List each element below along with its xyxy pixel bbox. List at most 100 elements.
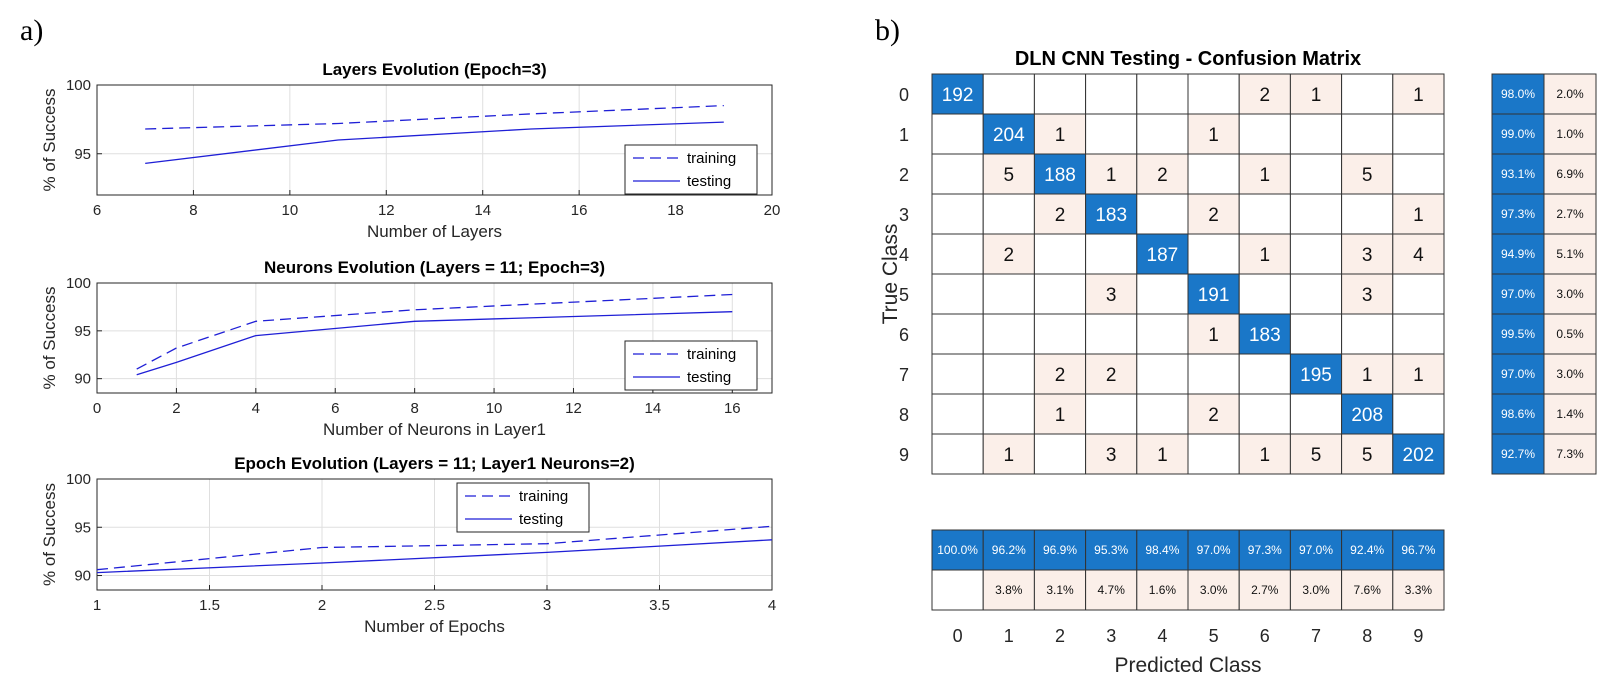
- row-summary-error: 7.3%: [1556, 447, 1584, 461]
- matrix-cell: [1136, 193, 1189, 235]
- matrix-cell: [1341, 193, 1394, 235]
- x-tick-label: 16: [571, 202, 588, 219]
- matrix-cell: [1033, 113, 1087, 155]
- matrix-cell-value: 2: [1004, 245, 1015, 266]
- true-class-tick: 4: [899, 245, 909, 265]
- legend-label-testing: testing: [687, 173, 731, 190]
- row-summary-error-cell: [1543, 193, 1597, 235]
- matrix-cell: [931, 233, 984, 275]
- col-summary-error: 4.7%: [1098, 583, 1126, 597]
- matrix-cell: [1033, 353, 1087, 395]
- matrix-cell-value: 1: [1208, 325, 1219, 346]
- row-summary-error-cell: [1543, 313, 1597, 355]
- legend-box: [624, 340, 758, 391]
- matrix-cell: [931, 433, 984, 475]
- row-summary-correct: 99.0%: [1501, 127, 1535, 141]
- matrix-cell: [982, 313, 1035, 355]
- matrix-cell-value: 3: [1362, 245, 1373, 266]
- col-summary-error-cell: [1238, 569, 1291, 611]
- matrix-cell: [1341, 153, 1394, 195]
- matrix-cell: [1085, 73, 1138, 115]
- matrix-cell: [1033, 433, 1087, 475]
- matrix-cell-value: 2: [1260, 85, 1271, 106]
- matrix-cell: [1392, 313, 1445, 355]
- row-summary-correct: 97.0%: [1501, 367, 1535, 381]
- col-summary-error: 3.0%: [1302, 583, 1330, 597]
- col-summary-error: 3.0%: [1200, 583, 1228, 597]
- plot-title: Layers Evolution (Epoch=3): [322, 60, 546, 79]
- x-tick-label: 4: [252, 400, 260, 417]
- row-summary-correct-cell: [1491, 433, 1545, 475]
- legend-box: [456, 482, 590, 533]
- col-summary-correct: 100.0%: [937, 543, 978, 557]
- true-class-tick: 7: [899, 365, 909, 385]
- matrix-cell: [1085, 353, 1138, 395]
- matrix-cell: [1085, 313, 1138, 355]
- matrix-cell-value: 1: [1055, 125, 1066, 146]
- matrix-cell-value: 2: [1208, 405, 1219, 426]
- matrix-cell-value: 188: [1044, 165, 1076, 186]
- x-tick-label: 6: [331, 400, 339, 417]
- matrix-cell: [1289, 353, 1343, 395]
- row-summary-error: 6.9%: [1556, 167, 1584, 181]
- row-summary-correct-cell: [1491, 353, 1545, 395]
- plot-title: Neurons Evolution (Layers = 11; Epoch=3): [264, 258, 605, 277]
- true-class-tick: 6: [899, 325, 909, 345]
- matrix-cell: [1392, 153, 1445, 195]
- col-summary-error-cell: [1085, 569, 1138, 611]
- matrix-cell: [982, 113, 1035, 155]
- matrix-cell-value: 2: [1106, 365, 1117, 386]
- matrix-cell: [1085, 433, 1138, 475]
- matrix-cell-value: 204: [993, 125, 1025, 146]
- x-tick-label: 2: [318, 597, 326, 614]
- row-summary: 98.0% 2.0% 99.0% 1.0% 93.1% 6.9% 97.3% 2.7% 94.9…: [1491, 73, 1597, 475]
- true-class-axis-label: True Class: [879, 224, 902, 325]
- col-summary-error: 3.3%: [1405, 583, 1433, 597]
- matrix-cell: [1238, 113, 1291, 155]
- x-tick-label: 14: [474, 202, 491, 219]
- x-tick-label: 3.5: [649, 597, 670, 614]
- row-summary-error: 1.0%: [1556, 127, 1584, 141]
- matrix-cell-value: 1: [1413, 85, 1424, 106]
- matrix-cell-value: 2: [1055, 205, 1066, 226]
- col-summary-correct: 92.4%: [1350, 543, 1384, 557]
- y-axis-label: % of Success: [40, 287, 59, 390]
- matrix-cell: [1289, 113, 1343, 155]
- matrix-cell-value: 4: [1413, 245, 1424, 266]
- matrix-cell-value: 2: [1055, 365, 1066, 386]
- legend: training testing: [624, 144, 758, 195]
- matrix-cell: [1238, 193, 1291, 235]
- matrix-cell: [1341, 313, 1394, 355]
- matrix-cell: [1392, 73, 1445, 115]
- matrix-cell-value: 202: [1403, 445, 1435, 466]
- x-tick-label: 12: [565, 400, 582, 417]
- legend-label-testing: testing: [687, 369, 731, 386]
- x-axis-label: Number of Neurons in Layer1: [323, 420, 546, 439]
- y-tick-label: 100: [66, 471, 91, 488]
- matrix-cell: [1187, 73, 1240, 115]
- matrix-cell: [1136, 273, 1189, 315]
- true-class-tick: 1: [899, 125, 909, 145]
- matrix-cell: [931, 73, 984, 115]
- confusion-matrix-title: DLN CNN Testing - Confusion Matrix: [1015, 48, 1361, 70]
- x-tick-label: 1.5: [199, 597, 220, 614]
- legend-label-testing: testing: [519, 511, 563, 528]
- matrix-cell: [1085, 393, 1138, 435]
- matrix-cell: [1187, 233, 1240, 275]
- matrix-cell: [1033, 73, 1087, 115]
- y-tick-label: 100: [66, 275, 91, 292]
- y-axis-label: % of Success: [40, 483, 59, 586]
- series-testing-line: [96, 539, 773, 574]
- panel-label-b: b): [875, 14, 900, 47]
- matrix-cell: [982, 153, 1035, 195]
- col-summary-error-cell: [1392, 569, 1445, 611]
- matrix-cell: [1341, 393, 1394, 435]
- matrix-cell: [931, 193, 984, 235]
- matrix-cell-value: 1: [1413, 205, 1424, 226]
- row-summary-correct: 99.5%: [1501, 327, 1535, 341]
- x-tick-label: 8: [189, 202, 197, 219]
- matrix-cell: [1289, 393, 1343, 435]
- y-tick-label: 95: [74, 146, 91, 163]
- row-summary-correct: 92.7%: [1501, 447, 1535, 461]
